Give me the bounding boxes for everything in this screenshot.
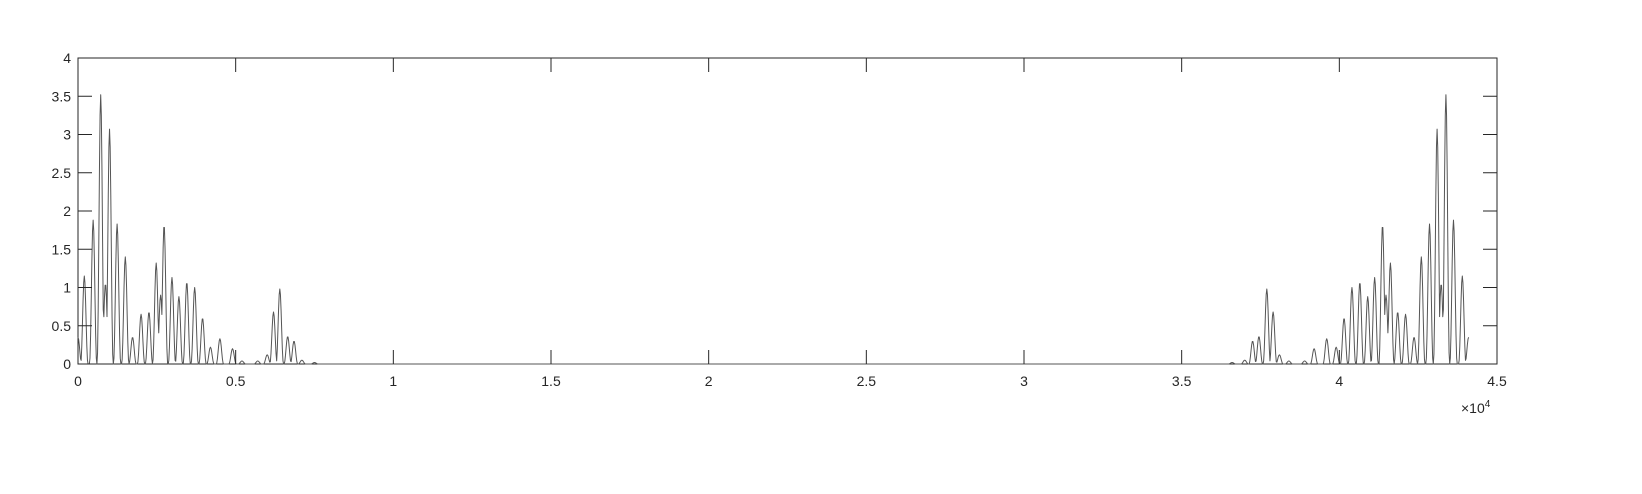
- x-tick-label: 2.5: [857, 373, 877, 389]
- y-tick-label: 3: [63, 127, 71, 143]
- y-tick-label: 2: [63, 203, 71, 219]
- x-tick-label: 3: [1020, 373, 1028, 389]
- x-tick-label: 2: [705, 373, 713, 389]
- y-tick-label: 3.5: [52, 88, 72, 104]
- x-tick-label: 1: [389, 373, 397, 389]
- y-tick-label: 0.5: [52, 318, 72, 334]
- x-axis: 0 0.5 1 1.5 2 2.5 3 3.5 4 4.5: [74, 58, 1507, 389]
- x-tick-label: 1.5: [541, 373, 561, 389]
- y-tick-label: 1.5: [52, 241, 72, 257]
- x-tick-label: 3.5: [1172, 373, 1192, 389]
- x-tick-label: 4.5: [1487, 373, 1507, 389]
- series-line: [77, 94, 1470, 365]
- y-tick-label: 1: [63, 280, 71, 296]
- y-tick-label: 0: [63, 356, 71, 372]
- y-axis: 0 0.5 1 1.5 2 2.5 3 3.5 4: [52, 50, 1497, 372]
- x-exponent-power: 4: [1485, 399, 1491, 410]
- x-exponent-label: ×104: [1461, 399, 1491, 416]
- y-tick-label: 2.5: [52, 165, 72, 181]
- plot-area: [77, 57, 1498, 365]
- axes-box: [77, 57, 1498, 365]
- x-tick-label: 0.5: [226, 373, 246, 389]
- x-tick-label: 0: [74, 373, 82, 389]
- y-tick-label: 4: [63, 50, 71, 66]
- x-exponent-base: ×10: [1461, 400, 1485, 416]
- x-tick-label: 4: [1335, 373, 1343, 389]
